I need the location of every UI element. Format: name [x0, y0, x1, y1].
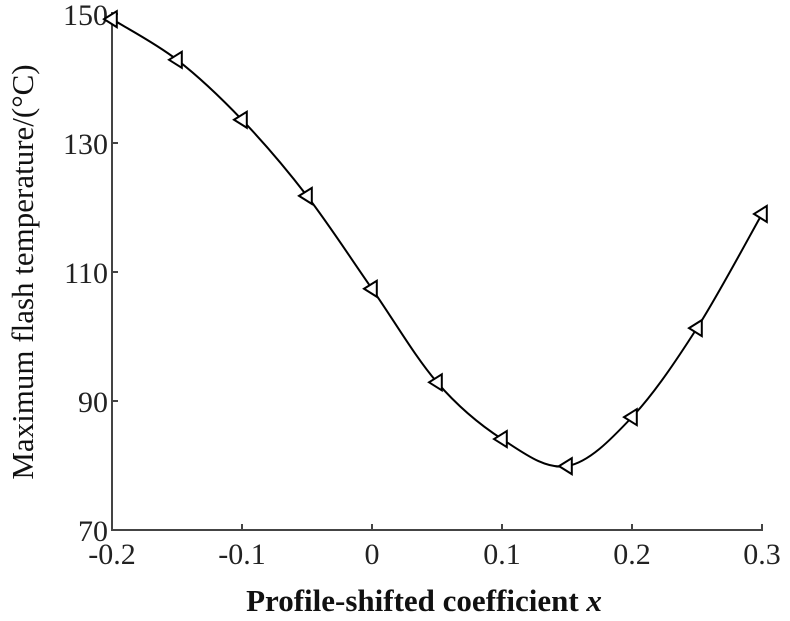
- triangle-left-marker: [492, 429, 508, 449]
- x-axis-title-text: Profile-shifted coefficient: [246, 583, 586, 618]
- x-axis-title: Profile-shifted coefficient x: [246, 583, 602, 618]
- y-tick-label: 110: [64, 257, 108, 290]
- y-tick-label: 150: [63, 0, 108, 32]
- triangle-left-marker: [362, 278, 378, 299]
- x-axis-title-variable: x: [585, 583, 602, 618]
- x-tick-label: 0.1: [483, 538, 521, 571]
- x-tick-label: 0: [365, 538, 380, 571]
- y-axis-title: Maximum flash temperature/(°C): [5, 64, 40, 479]
- triangle-left-marker: [557, 456, 573, 476]
- triangle-left-marker: [232, 109, 248, 130]
- triangle-left-marker: [167, 49, 183, 70]
- y-tick-label: 130: [63, 128, 108, 161]
- triangle-left-marker: [622, 407, 638, 427]
- triangle-left-marker: [102, 9, 118, 29]
- y-tick-label: 90: [78, 386, 108, 419]
- x-tick-label: -0.1: [218, 538, 266, 571]
- y-axis-ticks: 70 90 110 130 150: [63, 0, 118, 548]
- x-tick-label: 0.3: [743, 538, 781, 571]
- triangle-left-marker: [297, 186, 313, 206]
- x-axis-ticks: -0.2 -0.1 0 0.1 0.2 0.3: [88, 524, 781, 571]
- triangle-left-marker: [752, 204, 768, 224]
- plot-area: -0.2 -0.1 0 0.1 0.2 0.3 70 90 110 130 150: [63, 0, 781, 571]
- y-tick-label: 70: [78, 515, 108, 548]
- series-line: [111, 18, 763, 468]
- triangle-left-marker: [427, 372, 443, 393]
- series-markers: [102, 9, 768, 476]
- triangle-left-marker: [687, 318, 703, 338]
- x-tick-label: -0.2: [88, 538, 136, 571]
- x-tick-label: 0.2: [613, 538, 651, 571]
